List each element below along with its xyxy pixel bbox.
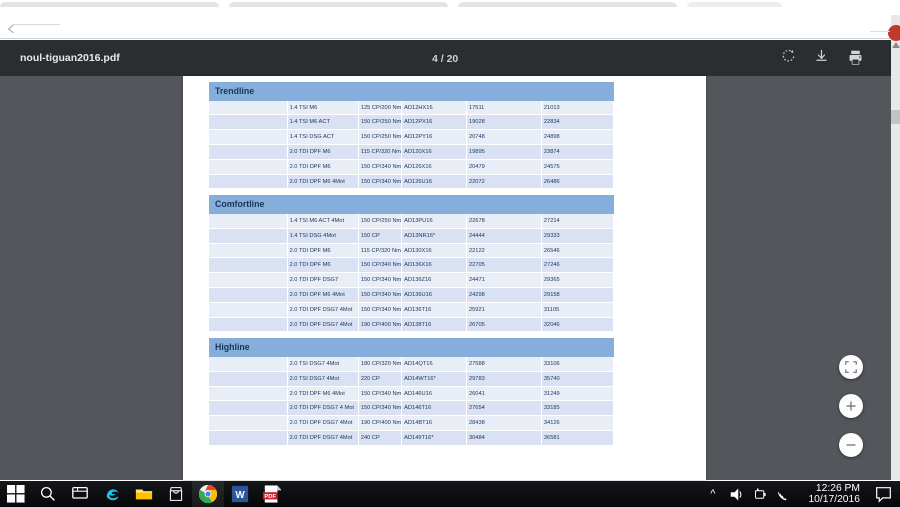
svg-text:W: W xyxy=(235,490,245,501)
svg-text:PDF: PDF xyxy=(264,494,276,500)
